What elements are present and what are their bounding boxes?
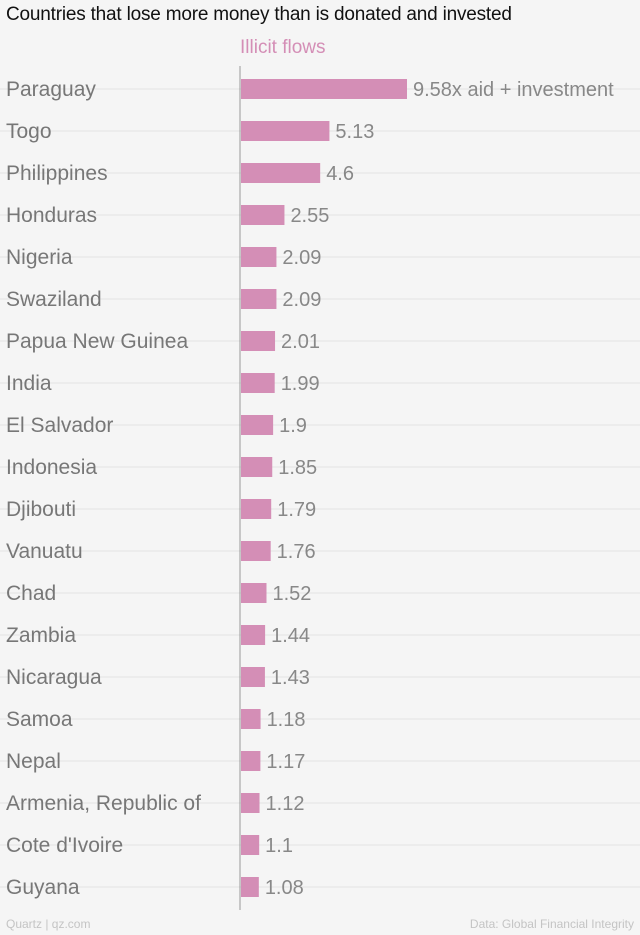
category-label: Philippines — [6, 162, 108, 185]
bar — [241, 793, 260, 813]
category-label: Nepal — [6, 750, 61, 773]
category-label: Nigeria — [6, 246, 73, 269]
category-label: Nicaragua — [6, 666, 102, 689]
category-label: Swaziland — [6, 288, 102, 311]
category-label: Cote d'Ivoire — [6, 834, 123, 857]
category-label: India — [6, 372, 52, 395]
data-label: 9.58x aid + investment — [413, 79, 614, 101]
data-label: 1.85 — [278, 457, 317, 479]
category-label: El Salvador — [6, 414, 113, 437]
data-label: 1.76 — [277, 541, 316, 563]
category-label: Chad — [6, 582, 56, 605]
data-label: 4.6 — [326, 163, 354, 185]
bar — [241, 79, 407, 99]
data-label: 1.43 — [271, 667, 310, 689]
chart-title: Countries that lose more money than is d… — [6, 4, 512, 25]
bar — [241, 373, 275, 393]
data-label: 1.99 — [281, 373, 320, 395]
data-label: 1.12 — [266, 793, 305, 815]
bar — [241, 247, 277, 267]
category-label: Honduras — [6, 204, 97, 227]
bar — [241, 667, 265, 687]
legend-label: Illicit flows — [240, 37, 326, 58]
category-label: Paraguay — [6, 78, 96, 101]
bar — [241, 457, 273, 477]
data-label: 2.09 — [282, 289, 321, 311]
category-label: Djibouti — [6, 498, 76, 521]
category-label: Papua New Guinea — [6, 330, 188, 353]
data-source: Data: Global Financial Integrity — [469, 917, 634, 931]
bar — [241, 877, 259, 897]
bar — [241, 121, 330, 141]
data-label: 1.08 — [265, 877, 304, 899]
bar — [241, 709, 261, 729]
data-label: 2.09 — [282, 247, 321, 269]
bar — [241, 583, 267, 603]
bar — [241, 835, 260, 855]
data-label: 2.01 — [281, 331, 320, 353]
data-label: 2.55 — [290, 205, 329, 227]
data-label: 1.44 — [271, 625, 310, 647]
category-label: Samoa — [6, 708, 73, 731]
bar — [241, 163, 321, 183]
category-label: Zambia — [6, 624, 76, 647]
category-label: Indonesia — [6, 456, 97, 479]
source-credit: Quartz | qz.com — [6, 917, 91, 931]
bar — [241, 499, 272, 519]
category-label: Vanuatu — [6, 540, 83, 563]
bar — [241, 289, 277, 309]
category-label: Guyana — [6, 876, 80, 899]
data-label: 5.13 — [335, 121, 374, 143]
data-label: 1.17 — [266, 751, 305, 773]
data-label: 1.79 — [277, 499, 316, 521]
bar — [241, 541, 271, 561]
bar — [241, 205, 285, 225]
data-label: 1.9 — [279, 415, 307, 437]
bar — [241, 751, 261, 771]
data-label: 1.52 — [272, 583, 311, 605]
data-label: 1.18 — [267, 709, 306, 731]
category-label: Togo — [6, 120, 52, 143]
category-label: Armenia, Republic of — [6, 792, 201, 815]
bar — [241, 625, 266, 645]
bar — [241, 331, 276, 351]
bar — [241, 415, 274, 435]
data-label: 1.1 — [265, 835, 293, 857]
